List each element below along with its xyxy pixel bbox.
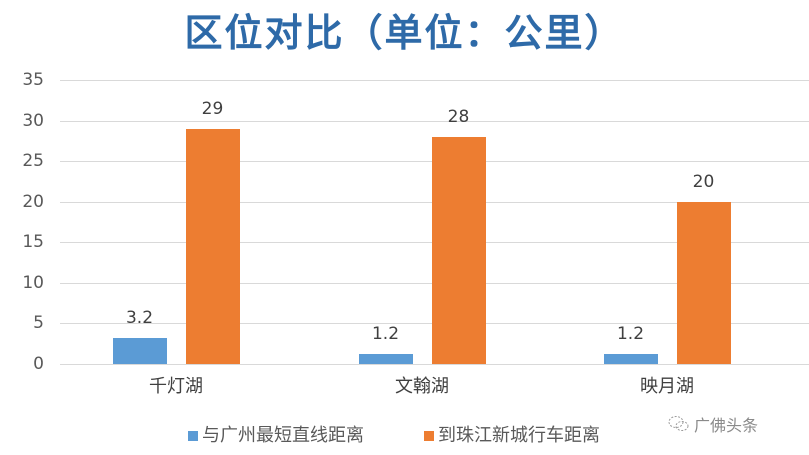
legend-item-series-1: 到珠江新城行车距离 [424, 425, 600, 447]
legend-swatch-orange [424, 431, 434, 441]
bar-straight-distance [358, 354, 413, 364]
data-label: 29 [201, 99, 224, 119]
y-tick-label: 15 [22, 232, 44, 252]
legend-item-series-0: 与广州最短直线距离 [188, 425, 364, 447]
x-tick-label: 千灯湖 [149, 376, 203, 397]
bar-straight-distance [603, 354, 658, 364]
gridline [60, 121, 809, 122]
bar-straight-distance [112, 338, 167, 364]
watermark-text: 广佛头条 [694, 416, 759, 435]
chart-title: 区位对比（单位：公里） [184, 10, 625, 55]
bar-driving-distance [185, 129, 240, 364]
data-label: 3.2 [125, 308, 154, 328]
y-tick-label: 5 [33, 313, 44, 333]
data-label: 1.2 [616, 324, 645, 344]
y-tick-label: 20 [22, 192, 44, 212]
watermark: 广佛头条 [668, 412, 758, 436]
x-tick-label: 文翰湖 [395, 376, 449, 397]
y-tick-label: 25 [22, 151, 44, 171]
y-tick-label: 35 [22, 70, 44, 90]
y-tick-label: 30 [22, 111, 44, 131]
bar-driving-distance [676, 202, 731, 364]
legend-label: 到珠江新城行车距离 [438, 425, 600, 446]
y-tick-label: 0 [33, 354, 44, 374]
gridline [60, 364, 809, 365]
data-label: 20 [692, 172, 715, 192]
legend-label: 与广州最短直线距离 [202, 425, 364, 446]
y-tick-label: 10 [22, 273, 44, 293]
data-label: 28 [447, 107, 470, 127]
bar-driving-distance [431, 137, 486, 364]
data-label: 1.2 [371, 324, 400, 344]
x-tick-label: 映月湖 [640, 376, 694, 397]
gridline [60, 80, 809, 81]
wechat-icon [668, 416, 689, 431]
legend-swatch-blue [188, 431, 198, 441]
